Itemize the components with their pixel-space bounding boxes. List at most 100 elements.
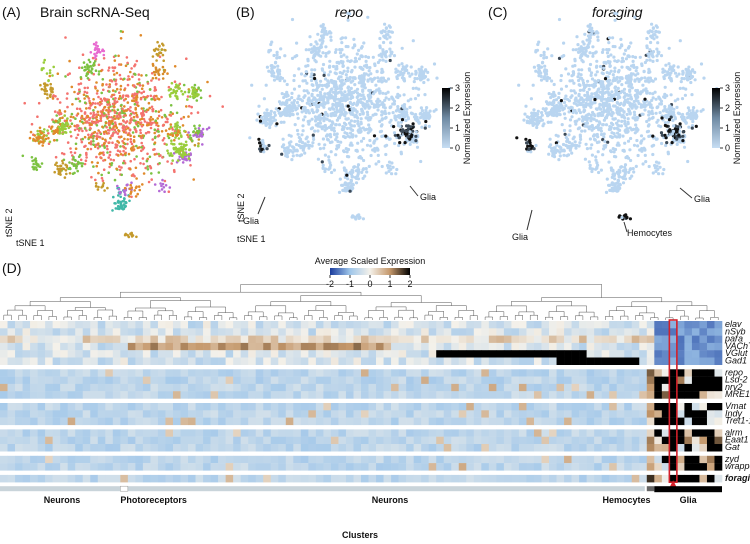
cell-point (563, 132, 567, 136)
cell-point (676, 97, 680, 101)
cell-point (583, 129, 587, 133)
cell-point (264, 83, 268, 87)
cell-point (78, 107, 82, 111)
cell-point (308, 119, 312, 123)
cell-point (369, 153, 373, 158)
cell-point (185, 57, 188, 60)
cell-point (180, 135, 183, 139)
cell-point (170, 154, 174, 157)
cell-point (654, 160, 659, 164)
cell-point (662, 69, 667, 74)
cell-point (531, 117, 535, 121)
cell-point (348, 126, 352, 130)
cell-point (94, 185, 98, 188)
cell-point (320, 87, 324, 91)
cell-point (597, 87, 601, 91)
cell-point (602, 66, 606, 70)
cell-point (295, 100, 300, 105)
cell-point (562, 100, 567, 105)
cell-point (616, 80, 620, 84)
cell-point (157, 171, 161, 174)
cell-point (534, 143, 538, 148)
cell-point (420, 71, 424, 75)
cell-point (664, 63, 668, 67)
cell-point (126, 101, 130, 104)
cell-point (134, 96, 138, 99)
cell-point (607, 41, 611, 45)
cell-point (300, 110, 304, 114)
cell-point (366, 79, 370, 83)
cell-point (285, 82, 289, 87)
cell-point (550, 79, 554, 83)
cell-point (415, 145, 420, 149)
cell-point (402, 79, 407, 83)
cell-point (127, 152, 131, 156)
cell-point (145, 74, 148, 77)
cell-point (157, 130, 160, 133)
cell-point (690, 124, 695, 128)
cell-point (248, 136, 252, 140)
cell-point (342, 96, 346, 100)
cell-point (335, 85, 339, 89)
cell-point (162, 137, 166, 140)
cell-point (402, 115, 406, 119)
cell-point (127, 75, 130, 78)
cell-point (321, 137, 325, 141)
cell-point (702, 76, 706, 80)
cell-point (293, 123, 297, 127)
cell-point (415, 115, 419, 119)
cell-point (100, 91, 103, 95)
cell-point (289, 149, 293, 153)
cell-point (342, 149, 346, 153)
cell-point (645, 36, 649, 41)
cell-point (339, 54, 343, 59)
cell-point (134, 111, 138, 115)
cell-point (588, 102, 592, 106)
cell-point (120, 103, 123, 107)
cell-point (374, 162, 378, 166)
cell-point (605, 177, 609, 181)
cell-point (691, 108, 695, 112)
cell-point (309, 75, 313, 79)
cell-point (647, 31, 651, 35)
cell-point (654, 169, 658, 173)
cell-point (315, 104, 319, 108)
cell-point (92, 98, 95, 101)
cell-point (536, 64, 540, 68)
cell-point (310, 94, 314, 98)
cell-point (146, 121, 149, 125)
heatmap-cell (391, 321, 399, 329)
cell-point (327, 158, 331, 162)
cell-point (265, 111, 269, 115)
cell-point (589, 119, 593, 123)
cell-point (382, 40, 386, 45)
cell-point (606, 96, 611, 100)
cell-point (568, 118, 573, 122)
cell-point (47, 132, 50, 135)
cell-point (633, 79, 637, 83)
cell-point (632, 116, 636, 120)
cell-point (108, 90, 111, 93)
cell-point (408, 74, 412, 78)
cell-point (113, 128, 117, 132)
cell-point (77, 82, 81, 86)
cell-point (381, 76, 385, 80)
cell-point (123, 105, 126, 108)
cell-point (580, 58, 584, 62)
heatmap-cell (188, 335, 196, 344)
cell-point (319, 113, 323, 117)
cell-point (51, 118, 54, 121)
cell-point (80, 120, 84, 124)
cell-point (588, 68, 592, 72)
cell-point (131, 75, 134, 79)
cell-point (336, 97, 340, 101)
cell-point (645, 119, 649, 124)
cell-point (623, 129, 627, 133)
cell-point (581, 117, 585, 122)
cell-point (671, 112, 675, 116)
cell-point (552, 113, 556, 117)
cell-point (591, 134, 596, 138)
heatmap-cell (300, 335, 309, 344)
cell-point (618, 113, 622, 117)
cell-point (180, 117, 183, 121)
